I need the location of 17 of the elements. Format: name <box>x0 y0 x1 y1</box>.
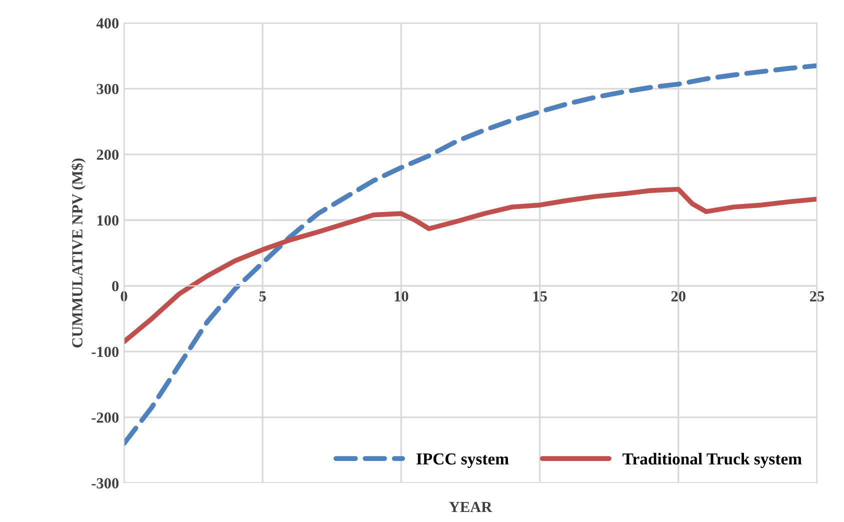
x-tick-label: 15 <box>533 291 547 302</box>
x-tick-label: 25 <box>810 291 824 302</box>
y-tick-label: 0 <box>112 281 119 292</box>
y-tick-label: 400 <box>96 18 119 28</box>
y-tick-label: 200 <box>96 150 119 160</box>
x-tick-label: 10 <box>394 291 408 302</box>
legend-label: IPCC system <box>416 453 509 468</box>
legend-label: Traditional Truck system <box>622 452 802 468</box>
y-axis-title: CUMMULATIVE NPV (M$) <box>71 158 86 348</box>
y-tick-label: -200 <box>92 412 119 423</box>
y-tick-label: 100 <box>97 215 119 226</box>
y-tick-label: -100 <box>92 346 119 358</box>
y-tick-label: 300 <box>96 84 119 94</box>
x-tick-label: 20 <box>671 291 686 302</box>
x-axis-title: YEAR <box>449 502 492 512</box>
y-tick-label: -300 <box>92 478 119 488</box>
x-tick-label: 5 <box>259 291 266 302</box>
